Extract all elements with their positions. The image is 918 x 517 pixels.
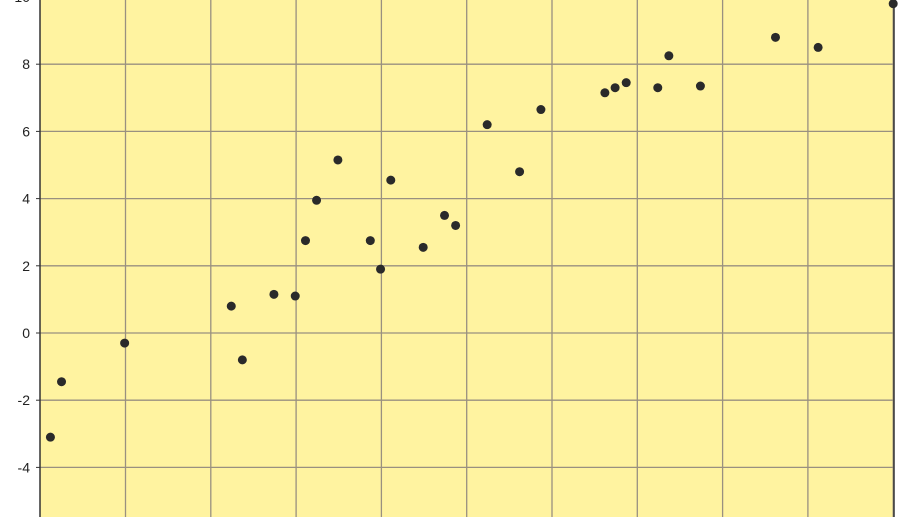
- scatter-point: [515, 167, 525, 177]
- scatter-point: [418, 242, 428, 252]
- y-tick-label: -2: [18, 392, 31, 408]
- scatter-point: [45, 432, 55, 442]
- scatter-point: [226, 301, 236, 311]
- scatter-point: [600, 88, 610, 98]
- scatter-point: [888, 0, 898, 9]
- scatter-point: [386, 175, 396, 185]
- scatter-point: [290, 291, 300, 301]
- scatter-point: [770, 32, 780, 42]
- scatter-point: [269, 289, 279, 299]
- scatter-point: [536, 105, 546, 115]
- y-tick-label: 8: [22, 56, 30, 72]
- scatter-point: [300, 236, 310, 246]
- scatter-point: [312, 195, 322, 205]
- grid: [40, 0, 894, 517]
- scatter-point: [813, 42, 823, 52]
- scatter-point: [695, 81, 705, 91]
- y-tick-label: -4: [18, 459, 31, 475]
- scatter-point: [57, 377, 67, 387]
- y-tick-label: 6: [22, 123, 30, 139]
- scatter-point: [440, 210, 450, 220]
- scatter-point: [451, 220, 461, 230]
- scatter-point: [365, 236, 375, 246]
- scatter-point: [376, 264, 386, 274]
- scatter-point: [664, 51, 674, 61]
- scatter-point: [482, 120, 492, 130]
- scatter-point: [333, 155, 343, 165]
- scatter-point: [653, 83, 663, 93]
- scatter-point: [610, 83, 620, 93]
- scatter-point: [237, 355, 247, 365]
- y-axis: -4 -2 0 2 4 6 8 10: [14, 0, 895, 517]
- data-points: [45, 0, 898, 442]
- y-tick-label: 10: [14, 0, 30, 5]
- y-tick-label: 4: [22, 191, 30, 207]
- y-tick-label: 0: [22, 325, 30, 341]
- scatter-point: [621, 78, 631, 88]
- scatter-point: [120, 338, 130, 348]
- y-tick-label: 2: [22, 258, 30, 274]
